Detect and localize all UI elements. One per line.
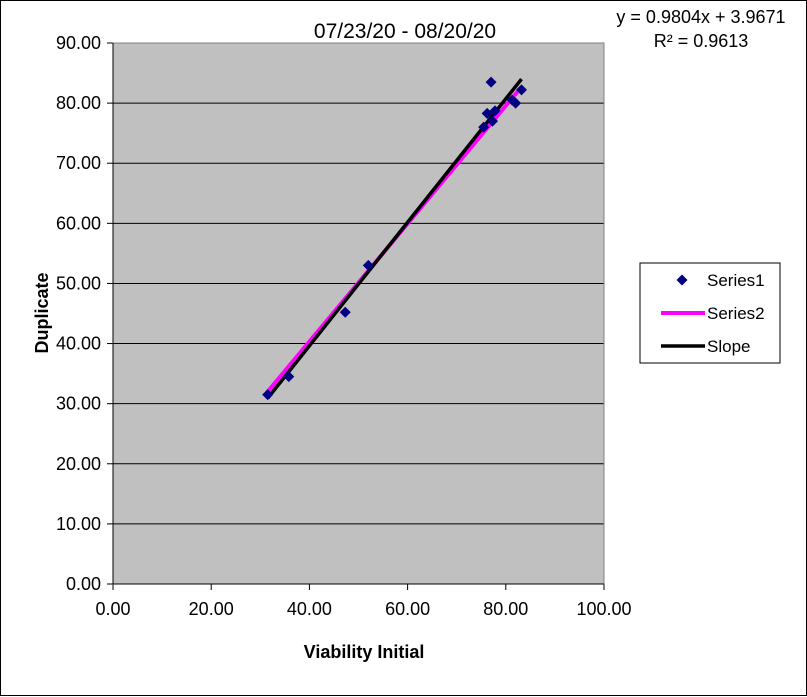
x-tick-label: 0.00 xyxy=(95,599,130,619)
y-tick-label: 70.00 xyxy=(56,153,101,173)
series1-point xyxy=(489,105,501,117)
series1-point xyxy=(487,115,499,127)
series-layer xyxy=(262,76,528,401)
y-tick-label: 10.00 xyxy=(56,514,101,534)
y-tick-label: 80.00 xyxy=(56,93,101,113)
series1-point xyxy=(478,121,490,133)
x-tick-label: 60.00 xyxy=(385,599,430,619)
series1-point xyxy=(516,84,528,96)
legend-items: Series1 Series2 Slope xyxy=(661,271,765,356)
x-tick-label: 80.00 xyxy=(483,599,528,619)
plot-area xyxy=(113,43,604,584)
series1-point xyxy=(362,259,374,271)
legend-marker-series1 xyxy=(676,274,688,286)
series1-point xyxy=(485,76,497,88)
y-tick-label: 60.00 xyxy=(56,213,101,233)
y-tick-label: 50.00 xyxy=(56,273,101,293)
x-tick-label: 20.00 xyxy=(189,599,234,619)
legend-label-series2: Series2 xyxy=(707,304,765,323)
r-squared-label: R² = 0.9613 xyxy=(654,31,749,51)
legend-label-series1: Series1 xyxy=(707,271,765,290)
x-tick-label: 100.00 xyxy=(576,599,631,619)
y-tick-label: 20.00 xyxy=(56,454,101,474)
y-tick-label: 90.00 xyxy=(56,33,101,53)
x-tick-label: 40.00 xyxy=(287,599,332,619)
y-tick-label: 0.00 xyxy=(66,574,101,594)
legend-label-slope: Slope xyxy=(707,337,750,356)
chart-title: 07/23/20 - 08/20/20 xyxy=(314,20,496,43)
series1-point xyxy=(283,371,295,383)
trendline-equation: y = 0.9804x + 3.9671 xyxy=(616,7,785,27)
y-axis-title: Duplicate xyxy=(32,272,52,353)
series1-point xyxy=(510,97,522,109)
legend: Series1 Series2 Slope xyxy=(639,262,781,364)
series1-point xyxy=(262,389,274,401)
series1-point xyxy=(339,306,351,318)
y-tick-label: 30.00 xyxy=(56,394,101,414)
x-axis-title: Viability Initial xyxy=(304,642,425,662)
slope-line xyxy=(266,77,523,400)
y-tick-label: 40.00 xyxy=(56,334,101,354)
axes: 0.00 10.00 20.00 30.00 40.00 50.00 60.00 70.00 8… xyxy=(56,33,632,619)
